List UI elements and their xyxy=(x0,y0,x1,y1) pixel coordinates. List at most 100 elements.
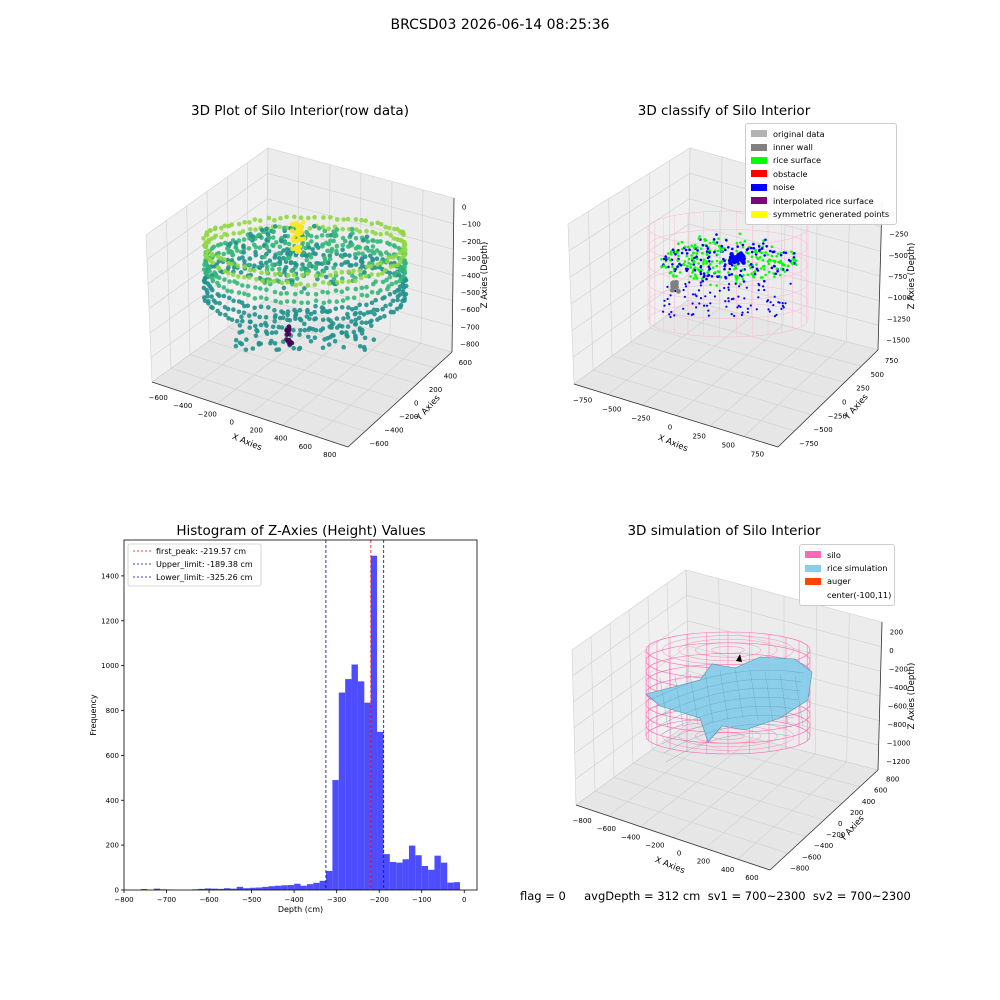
surface-mesh xyxy=(659,705,797,736)
data-point xyxy=(264,260,269,266)
data-point xyxy=(247,256,253,261)
data-point xyxy=(675,274,678,278)
data-point xyxy=(328,233,334,238)
data-point xyxy=(339,269,345,275)
data-point xyxy=(287,255,292,261)
surface-mesh xyxy=(689,673,699,725)
data-point xyxy=(388,302,393,307)
data-point xyxy=(772,250,776,253)
floor-pane xyxy=(576,722,878,870)
data-point xyxy=(667,252,670,255)
data-point xyxy=(712,241,715,244)
data-point xyxy=(203,259,208,265)
data-point xyxy=(387,270,393,276)
data-point xyxy=(680,240,684,244)
data-point xyxy=(715,259,719,263)
data-point xyxy=(753,272,757,276)
data-point xyxy=(251,242,257,248)
data-point xyxy=(699,265,702,269)
data-point xyxy=(357,302,363,308)
data-point xyxy=(339,305,345,310)
data-point xyxy=(378,231,384,237)
data-point xyxy=(284,299,290,304)
noise-point xyxy=(727,297,730,300)
data-point xyxy=(349,319,354,324)
x-tick-label: 800 xyxy=(323,451,336,459)
data-point xyxy=(400,298,405,304)
data-point xyxy=(359,292,365,298)
data-point xyxy=(272,218,277,223)
histogram-bar xyxy=(408,845,416,890)
data-point xyxy=(308,233,314,239)
data-point xyxy=(682,262,685,266)
noise-point xyxy=(773,315,777,318)
surface-mesh xyxy=(734,667,744,719)
data-point xyxy=(786,268,789,272)
data-point xyxy=(221,293,227,299)
noise-point xyxy=(780,307,783,310)
data-point xyxy=(334,316,340,321)
histogram-bar xyxy=(313,882,320,890)
data-point xyxy=(708,260,711,263)
data-point xyxy=(298,237,304,242)
data-point xyxy=(741,245,745,249)
data-point xyxy=(229,222,234,227)
noise-point xyxy=(727,300,730,303)
data-point xyxy=(320,224,326,230)
data-point xyxy=(371,281,376,287)
x-tick-label: −800 xyxy=(573,817,592,825)
data-point xyxy=(718,270,721,274)
data-point xyxy=(273,224,278,229)
noise-point xyxy=(772,304,775,307)
data-point xyxy=(266,248,272,254)
data-point xyxy=(774,272,777,276)
data-point xyxy=(786,264,790,268)
data-point xyxy=(215,292,220,297)
histogram-bar xyxy=(370,555,378,890)
histogram-bar xyxy=(332,780,339,890)
data-point xyxy=(253,249,258,255)
data-point xyxy=(331,265,337,271)
data-point xyxy=(245,303,251,309)
x-tick-label: 200 xyxy=(697,858,710,866)
data-point xyxy=(225,288,230,294)
data-point xyxy=(237,323,243,328)
x-tick-label: 600 xyxy=(745,874,758,882)
data-point xyxy=(727,271,730,274)
data-point xyxy=(375,317,380,322)
data-point xyxy=(664,255,667,258)
x-tick-label: 250 xyxy=(692,433,705,441)
data-point xyxy=(231,231,236,236)
z-tick-label: −500 xyxy=(889,252,908,260)
data-point xyxy=(278,291,284,296)
legend-swatch xyxy=(805,564,821,572)
data-point xyxy=(764,273,767,277)
data-point xyxy=(355,244,361,250)
data-point xyxy=(728,267,732,271)
data-point xyxy=(216,250,221,256)
data-point xyxy=(742,280,746,283)
data-point xyxy=(699,258,703,262)
data-point xyxy=(272,341,278,346)
data-point xyxy=(353,255,359,261)
noise-point xyxy=(691,302,694,305)
data-point xyxy=(369,323,374,329)
data-point xyxy=(323,258,328,263)
legend-label: interpolated rice surface xyxy=(773,195,874,206)
data-point xyxy=(257,245,263,250)
data-point xyxy=(342,260,348,265)
data-point xyxy=(671,265,674,269)
data-point xyxy=(373,297,379,303)
legend-item: silo xyxy=(805,548,889,561)
data-point xyxy=(345,311,350,317)
noise-point xyxy=(746,311,749,314)
histogram-bar xyxy=(287,885,295,890)
data-point xyxy=(791,258,795,261)
data-point xyxy=(386,255,391,260)
legend-label: original data xyxy=(773,128,825,139)
data-point xyxy=(371,337,377,343)
data-point xyxy=(313,273,319,279)
legend-item: original data xyxy=(751,127,891,140)
surface-mesh xyxy=(674,675,684,727)
